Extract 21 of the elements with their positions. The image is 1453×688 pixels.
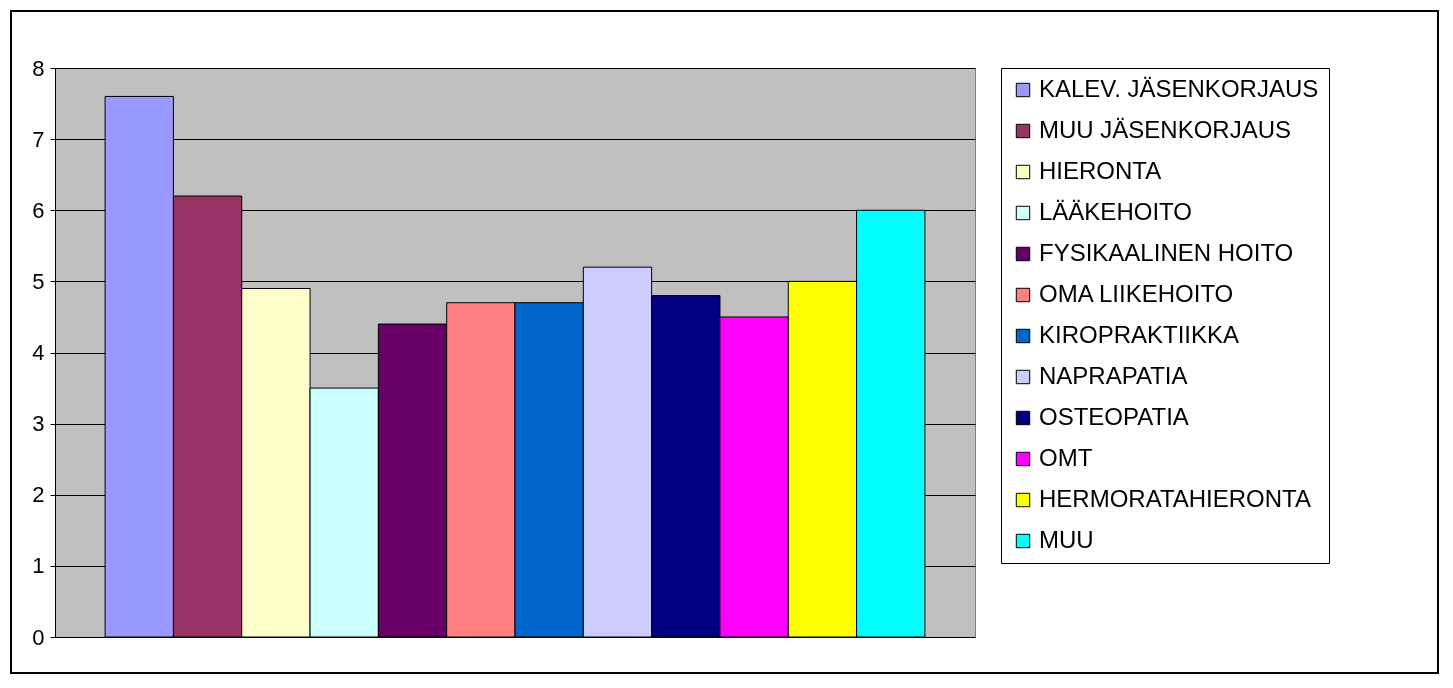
y-tick-label: 3 (32, 411, 45, 437)
legend-label: FYSIKAALINEN HOITO (1039, 239, 1294, 266)
y-tick-label: 7 (32, 126, 45, 152)
legend-label: OSTEOPATIA (1039, 403, 1189, 430)
legend-label: HIERONTA (1039, 157, 1162, 184)
y-tick-label: 8 (32, 55, 45, 81)
y-tick-label: 4 (32, 340, 45, 365)
y-tick-label: 5 (32, 268, 45, 294)
legend-label: KIROPRAKTIIKKA (1039, 321, 1240, 348)
legend-label: MUU JÄSENKORJAUS (1039, 116, 1292, 143)
legend-label: NAPRAPATIA (1039, 362, 1188, 389)
y-tick-label: 6 (32, 197, 45, 223)
legend-label: HERMORATAHIERONTA (1039, 485, 1312, 512)
legend-label: OMA LIIKEHOITO (1039, 280, 1234, 307)
legend-label: LÄÄKEHOITO (1039, 198, 1192, 225)
legend-label: OMT (1039, 444, 1093, 471)
y-tick-label: 2 (32, 482, 45, 508)
legend-label: KALEV. JÄSENKORJAUS (1039, 75, 1319, 102)
y-tick-label: 1 (32, 553, 45, 579)
y-tick-label: 0 (32, 624, 45, 650)
legend-label: MUU (1039, 526, 1094, 553)
